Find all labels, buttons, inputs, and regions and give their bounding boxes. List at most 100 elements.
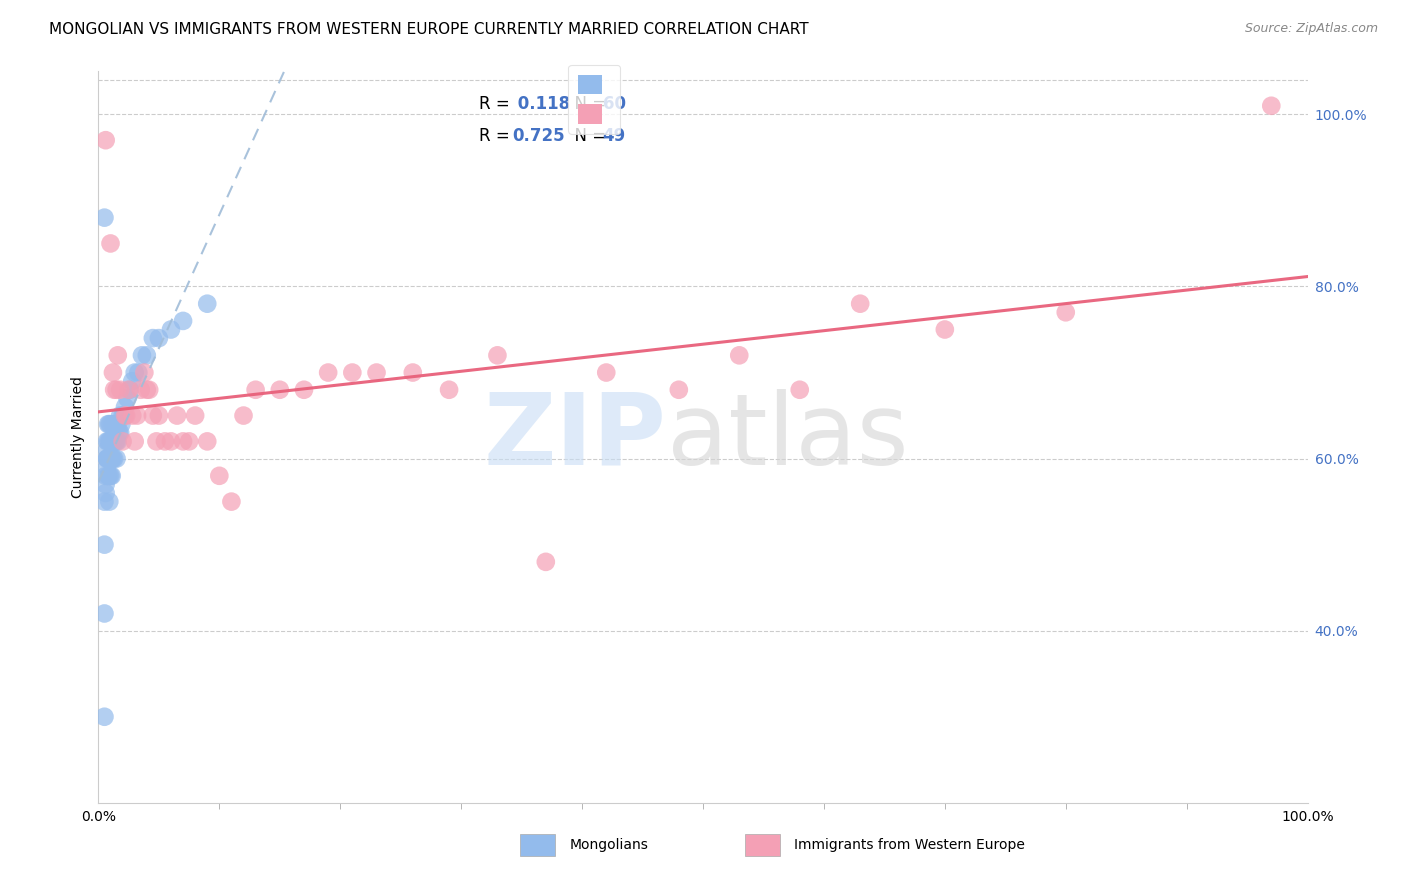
Point: [108, 425, 131, 440]
Point: [1260, 99, 1282, 113]
Point: [94, 133, 117, 147]
Point: [94, 486, 117, 500]
Point: [96, 451, 118, 466]
Point: [342, 366, 364, 380]
Point: [131, 348, 153, 362]
Point: [98, 451, 121, 466]
Point: [934, 322, 956, 336]
Point: [127, 366, 149, 380]
Point: [97, 417, 120, 432]
Point: [172, 314, 194, 328]
Point: [269, 383, 291, 397]
Point: [437, 383, 460, 397]
Point: [100, 434, 122, 449]
Point: [100, 434, 122, 449]
Text: Mongolians: Mongolians: [569, 838, 648, 852]
Point: [145, 434, 167, 449]
Point: [138, 383, 160, 397]
Point: [127, 409, 149, 423]
Text: R =: R =: [479, 127, 516, 145]
Point: [101, 417, 124, 432]
Text: R =: R =: [479, 95, 516, 113]
Point: [100, 468, 122, 483]
Point: [117, 392, 139, 406]
Point: [118, 383, 141, 397]
Point: [108, 383, 131, 397]
Point: [134, 366, 156, 380]
Bar: [520, 834, 555, 856]
Point: [160, 434, 183, 449]
Point: [93, 494, 115, 508]
Point: [94, 468, 117, 483]
Text: atlas: atlas: [666, 389, 908, 485]
Text: N =: N =: [564, 95, 612, 113]
Text: 0.118: 0.118: [512, 95, 569, 113]
Point: [245, 383, 267, 397]
Point: [96, 460, 118, 475]
Point: [103, 434, 125, 449]
Point: [129, 383, 152, 397]
Point: [96, 442, 118, 457]
Point: [108, 409, 131, 423]
Point: [107, 348, 129, 362]
Point: [97, 468, 120, 483]
Point: [93, 710, 115, 724]
Y-axis label: Currently Married: Currently Married: [72, 376, 86, 498]
Point: [366, 366, 388, 380]
Point: [100, 451, 122, 466]
Point: [100, 451, 122, 466]
Point: [121, 374, 143, 388]
Point: [93, 607, 115, 621]
Text: 49: 49: [603, 127, 626, 145]
Text: Source: ZipAtlas.com: Source: ZipAtlas.com: [1244, 22, 1378, 36]
Point: [112, 409, 135, 423]
Point: [142, 331, 165, 345]
Point: [105, 451, 128, 466]
Point: [98, 417, 121, 432]
Point: [93, 538, 115, 552]
Point: [101, 366, 124, 380]
Point: [135, 348, 157, 362]
Point: [104, 417, 127, 432]
Point: [111, 409, 134, 423]
Point: [148, 409, 170, 423]
Point: [402, 366, 425, 380]
Point: [195, 296, 218, 310]
Point: [93, 211, 115, 225]
Text: Immigrants from Western Europe: Immigrants from Western Europe: [794, 838, 1025, 852]
Point: [534, 555, 557, 569]
Point: [124, 366, 146, 380]
Point: [172, 434, 194, 449]
Point: [789, 383, 811, 397]
Point: [98, 494, 121, 508]
Point: [179, 434, 201, 449]
Point: [103, 451, 125, 466]
Point: [595, 366, 617, 380]
Point: [101, 434, 124, 449]
Point: [1054, 305, 1077, 319]
Point: [184, 409, 207, 423]
Text: ZIP: ZIP: [484, 389, 666, 485]
Point: [118, 383, 141, 397]
Point: [110, 417, 132, 432]
Point: [486, 348, 509, 362]
Point: [94, 477, 117, 491]
Point: [107, 434, 129, 449]
Point: [104, 434, 127, 449]
Point: [114, 400, 136, 414]
Point: [728, 348, 751, 362]
Point: [108, 425, 131, 440]
Point: [292, 383, 315, 397]
Point: [232, 409, 254, 423]
Point: [98, 468, 121, 483]
Point: [107, 417, 129, 432]
Point: [101, 451, 124, 466]
Point: [98, 434, 121, 449]
Point: [160, 322, 183, 336]
Point: [105, 383, 128, 397]
Point: [96, 434, 118, 449]
Point: [96, 451, 118, 466]
Point: [100, 236, 122, 251]
Legend: , : ,: [568, 65, 620, 134]
Point: [208, 468, 231, 483]
